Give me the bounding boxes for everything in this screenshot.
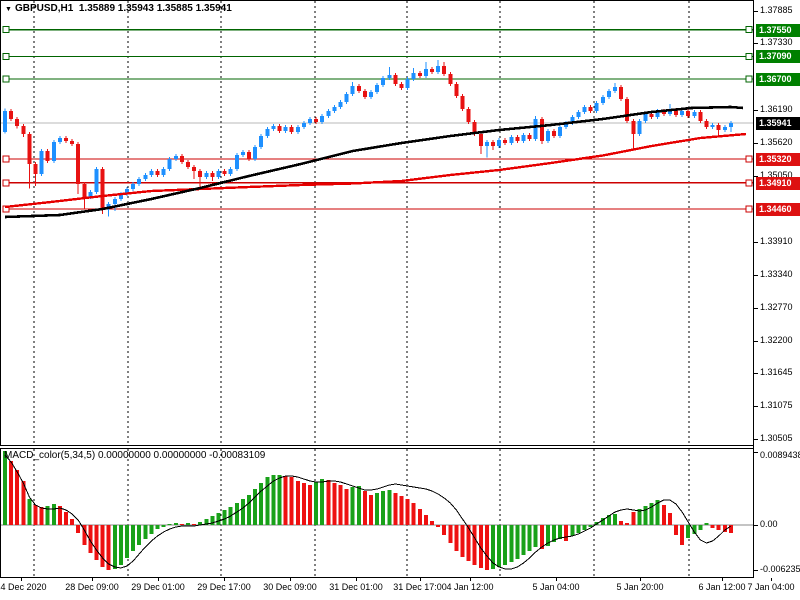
time-label: 5 Jan 04:00 (532, 582, 580, 592)
price-tick (754, 275, 758, 276)
price-badge-green: 1.37550 (756, 24, 800, 37)
macd-scale-tick (754, 570, 758, 571)
price-tick-label: 1.33340 (760, 269, 793, 279)
price-badge-red: 1.34460 (756, 203, 800, 216)
time-tick (290, 578, 291, 581)
time-tick (640, 578, 641, 581)
price-tick (754, 242, 758, 243)
time-label: 5 Jan 20:00 (616, 582, 664, 592)
price-tick (754, 43, 758, 44)
macd-scale-top: 0.0089438 (760, 450, 800, 460)
time-label: 31 Dec 17:00 (393, 582, 447, 592)
price-tick-label: 1.31645 (760, 367, 793, 377)
macd-scale-bottom: -0.0062356 (760, 564, 800, 574)
macd-scale-tick (754, 525, 758, 526)
time-tick (771, 578, 772, 581)
time-tick (356, 578, 357, 581)
price-tick-label: 1.32200 (760, 335, 793, 345)
chart-title: ▼ GBPUSD,H1 1.35889 1.35943 1.35885 1.359… (5, 3, 232, 14)
time-label: 28 Dec 09:00 (65, 582, 119, 592)
time-axis[interactable]: 24 Dec 2020 28 Dec 09:00 29 Dec 01:00 29 De… (0, 578, 800, 600)
time-label: 7 Jan 04:00 (747, 582, 795, 592)
macd-indicator-pane[interactable]: MACD_color(5,34,5) 0.00000000 0.00000000… (0, 448, 754, 578)
price-tick-label: 1.35050 (760, 170, 793, 180)
time-label: 6 Jan 12:00 (698, 582, 746, 592)
main-chart-pane[interactable]: ▼ GBPUSD,H1 1.35889 1.35943 1.35885 1.359… (0, 0, 754, 446)
indicator-values: 0.00000000 0.00000000 -0.00083109 (97, 450, 266, 461)
macd-scale-tick (754, 452, 758, 453)
price-tick-label: 1.35620 (760, 137, 793, 147)
price-badge-green: 1.37090 (756, 50, 800, 63)
time-tick (722, 578, 723, 581)
macd-chart (1, 449, 754, 576)
price-tick-label: 1.37885 (760, 5, 793, 15)
price-badge-green: 1.36700 (756, 73, 800, 86)
price-tick-label: 1.37330 (760, 37, 793, 47)
price-badge-red: 1.34910 (756, 177, 800, 190)
symbol-dropdown-icon[interactable]: ▼ (5, 6, 12, 13)
price-tick (754, 439, 758, 440)
time-tick (556, 578, 557, 581)
time-label: 4 Jan 12:00 (446, 582, 494, 592)
time-tick (92, 578, 93, 581)
price-tick-label: 1.33910 (760, 236, 793, 246)
time-label: 29 Dec 17:00 (197, 582, 251, 592)
time-tick (21, 578, 22, 581)
price-tick (754, 176, 758, 177)
time-tick (420, 578, 421, 581)
indicator-name: MACD_color(5,34,5) (4, 450, 96, 461)
macd-scale-zero: 0.00 (760, 519, 778, 529)
chart-title-symbol: GBPUSD,H1 (14, 3, 74, 14)
price-tick-label: 1.31075 (760, 400, 793, 410)
price-tick (754, 341, 758, 342)
indicator-label: MACD_color(5,34,5) 0.00000000 0.00000000… (4, 450, 265, 461)
price-tick (754, 11, 758, 12)
time-label: 31 Dec 01:00 (329, 582, 383, 592)
chart-title-ohlc: 1.35889 1.35943 1.35885 1.35941 (78, 3, 232, 14)
price-badge-black: 1.35941 (756, 117, 800, 130)
price-tick (754, 143, 758, 144)
time-label: 30 Dec 09:00 (263, 582, 317, 592)
time-label: 29 Dec 01:00 (131, 582, 185, 592)
price-tick (754, 406, 758, 407)
price-tick-label: 1.32770 (760, 302, 793, 312)
price-tick (754, 373, 758, 374)
price-badge-red: 1.35320 (756, 153, 800, 166)
price-tick (754, 110, 758, 111)
time-tick (224, 578, 225, 581)
price-axis[interactable]: 0.0089438 0.00 -0.0062356 1.37885 1.37330… (753, 0, 800, 578)
price-tick (754, 308, 758, 309)
time-tick (158, 578, 159, 581)
price-tick-label: 1.36190 (760, 104, 793, 114)
price-tick-label: 1.30505 (760, 433, 793, 443)
time-label: 24 Dec 2020 (0, 582, 47, 592)
candlestick-chart (1, 1, 754, 445)
time-tick (470, 578, 471, 581)
